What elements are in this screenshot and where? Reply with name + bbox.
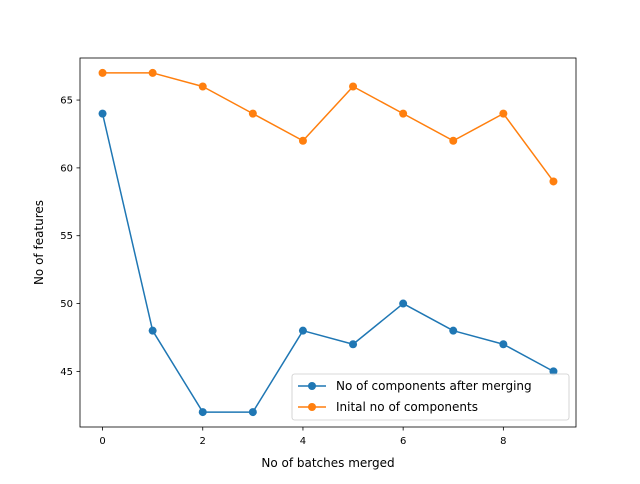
data-point: [198, 408, 207, 417]
plot-frame: [79, 57, 577, 428]
x-axis-label: No of batches merged: [261, 456, 394, 470]
data-point: [298, 136, 307, 145]
data-point: [399, 299, 408, 308]
data-point: [349, 82, 358, 91]
legend-label: No of components after merging: [336, 379, 532, 393]
data-point: [148, 68, 157, 77]
y-axis-ticks: 45 50 55 60 65: [60, 96, 80, 378]
x-tick-label: 2: [200, 436, 206, 447]
data-point: [549, 177, 558, 186]
data-point: [248, 408, 257, 417]
data-point: [248, 109, 257, 118]
data-point: [499, 340, 508, 349]
data-point: [549, 367, 558, 376]
x-tick-label: 4: [300, 436, 306, 447]
data-point: [449, 326, 458, 335]
data-point: [298, 326, 307, 335]
y-tick-label: 60: [60, 163, 73, 174]
series-group: [98, 68, 558, 417]
y-tick-label: 50: [60, 299, 73, 310]
data-point: [449, 136, 458, 145]
data-point: [399, 109, 408, 118]
data-point: [349, 340, 358, 349]
x-tick-label: 0: [99, 436, 105, 447]
data-point: [198, 82, 207, 91]
y-axis-label: No of features: [32, 200, 46, 285]
legend-marker: [308, 382, 316, 390]
y-tick-label: 45: [60, 367, 73, 378]
y-tick-label: 65: [60, 96, 73, 107]
series-line: [101, 113, 554, 413]
y-tick-label: 55: [60, 231, 73, 242]
series-line: [102, 72, 555, 182]
legend-label: Inital no of components: [336, 400, 478, 414]
x-axis-ticks: 0 2 4 6 8: [99, 427, 507, 447]
data-point: [499, 109, 508, 118]
legend-marker: [308, 403, 316, 411]
legend-box: [291, 373, 570, 421]
data-point: [148, 326, 157, 335]
x-tick-label: 6: [400, 436, 406, 447]
x-tick-label: 8: [500, 436, 506, 447]
data-point: [98, 68, 107, 77]
data-point: [98, 109, 107, 118]
legend: No of components after merging Inital no …: [291, 373, 570, 421]
